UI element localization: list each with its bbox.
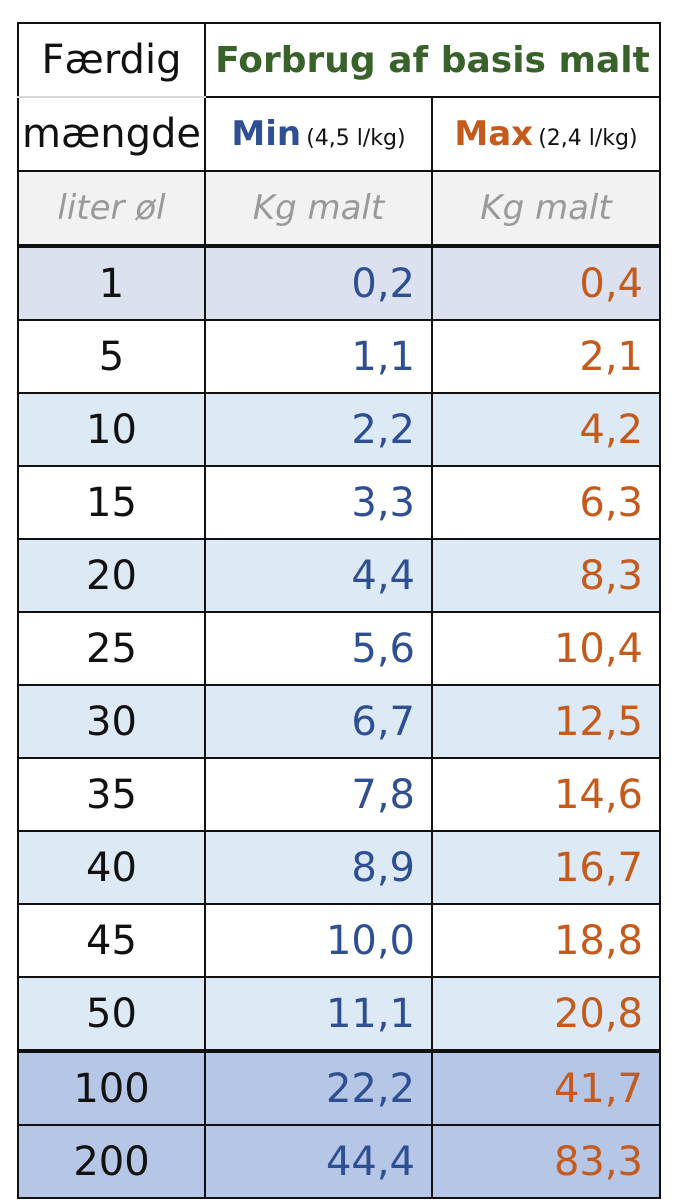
- min-label: Min: [231, 114, 302, 154]
- max-cell: 8,3: [431, 538, 661, 613]
- min-cell: 8,9: [204, 830, 433, 905]
- table-row: 10 2,2 4,2: [17, 392, 661, 467]
- unit-min: Kg malt: [204, 170, 433, 248]
- min-cell: 44,4: [204, 1124, 433, 1199]
- max-cell: 14,6: [431, 757, 661, 832]
- table-row: 5 1,1 2,1: [17, 319, 661, 394]
- max-cell: 12,5: [431, 684, 661, 759]
- table-row: 100 22,2 41,7: [17, 1049, 661, 1126]
- table-body: 1 0,2 0,4 5 1,1 2,1 10 2,2 4,2 15 3,3 6,3 20 4,4 8,3 25…: [17, 245, 661, 1199]
- qty-cell: 25: [17, 611, 206, 686]
- min-cell: 22,2: [204, 1049, 433, 1126]
- min-cell: 1,1: [204, 319, 433, 394]
- qty-cell: 1: [17, 245, 206, 321]
- max-cell: 83,3: [431, 1124, 661, 1199]
- qty-cell: 200: [17, 1124, 206, 1199]
- qty-cell: 10: [17, 392, 206, 467]
- table-row: 35 7,8 14,6: [17, 757, 661, 832]
- max-cell: 0,4: [431, 245, 661, 321]
- table-row: 1 0,2 0,4: [17, 245, 661, 321]
- unit-max: Kg malt: [431, 170, 661, 248]
- max-cell: 18,8: [431, 903, 661, 978]
- qty-cell: 40: [17, 830, 206, 905]
- max-cell: 16,7: [431, 830, 661, 905]
- table-row: 15 3,3 6,3: [17, 465, 661, 540]
- max-label: Max: [454, 114, 534, 154]
- header-max: Max (2,4 l/kg): [431, 96, 661, 172]
- min-cell: 6,7: [204, 684, 433, 759]
- table-row: 40 8,9 16,7: [17, 830, 661, 905]
- qty-cell: 20: [17, 538, 206, 613]
- max-cell: 41,7: [431, 1049, 661, 1126]
- header-faerdig: Færdig: [17, 22, 206, 98]
- min-cell: 10,0: [204, 903, 433, 978]
- min-cell: 4,4: [204, 538, 433, 613]
- table-row: 45 10,0 18,8: [17, 903, 661, 978]
- qty-cell: 35: [17, 757, 206, 832]
- qty-cell: 15: [17, 465, 206, 540]
- max-note: (2,4 l/kg): [538, 126, 638, 151]
- qty-cell: 100: [17, 1049, 206, 1126]
- table-row: 50 11,1 20,8: [17, 976, 661, 1052]
- min-cell: 0,2: [204, 245, 433, 321]
- table-row: 20 4,4 8,3: [17, 538, 661, 613]
- qty-cell: 45: [17, 903, 206, 978]
- max-cell: 2,1: [431, 319, 661, 394]
- table-row: 30 6,7 12,5: [17, 684, 661, 759]
- max-cell: 20,8: [431, 976, 661, 1052]
- unit-liter: liter øl: [17, 170, 206, 248]
- max-cell: 10,4: [431, 611, 661, 686]
- min-cell: 7,8: [204, 757, 433, 832]
- min-note: (4,5 l/kg): [306, 126, 406, 151]
- malt-table: Færdig Forbrug af basis malt mængde Min …: [17, 22, 661, 1199]
- table-row: 25 5,6 10,4: [17, 611, 661, 686]
- min-cell: 5,6: [204, 611, 433, 686]
- header-min: Min (4,5 l/kg): [204, 96, 433, 172]
- table-row: 200 44,4 83,3: [17, 1124, 661, 1199]
- min-cell: 11,1: [204, 976, 433, 1052]
- header-maengde: mængde: [17, 96, 206, 172]
- max-cell: 4,2: [431, 392, 661, 467]
- group-title: Forbrug af basis malt: [204, 22, 661, 98]
- qty-cell: 50: [17, 976, 206, 1052]
- qty-cell: 5: [17, 319, 206, 394]
- min-cell: 3,3: [204, 465, 433, 540]
- max-cell: 6,3: [431, 465, 661, 540]
- qty-cell: 30: [17, 684, 206, 759]
- min-cell: 2,2: [204, 392, 433, 467]
